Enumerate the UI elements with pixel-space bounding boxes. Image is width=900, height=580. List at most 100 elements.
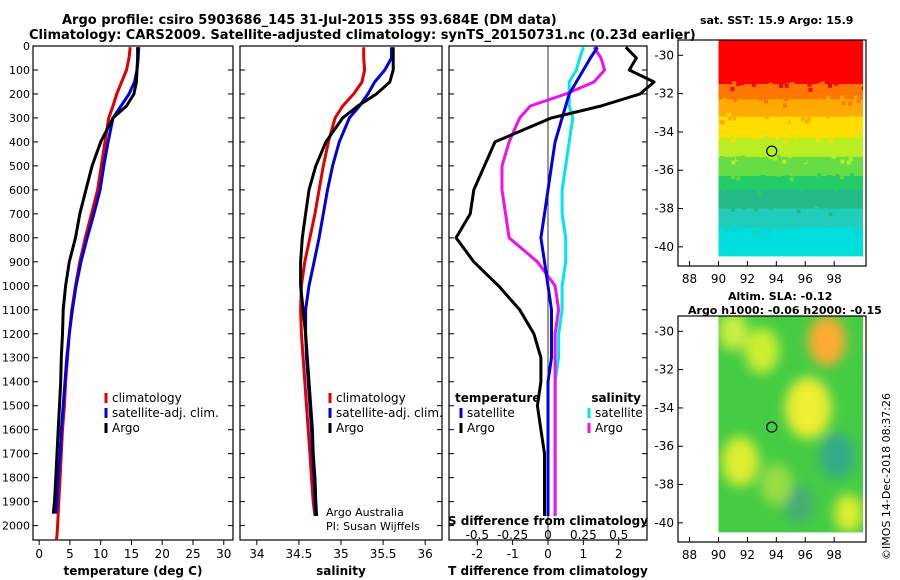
sst-band-5	[718, 156, 864, 177]
sla-map-xtick-label-5: 98	[827, 548, 842, 562]
depth-tick-label-0: 0	[23, 40, 30, 53]
sla-map-field	[718, 316, 864, 533]
depth-tick-label-4: 400	[9, 136, 30, 149]
sla-map-title-line-2: Argo h1000: -0.06 h2000: -0.15	[688, 304, 882, 317]
sst-pixel-37	[730, 87, 735, 92]
sst-pixel-144	[823, 140, 828, 145]
depth-tick-label-12: 1200	[2, 328, 30, 341]
salinity-xlabel: salinity	[316, 564, 366, 578]
sst-pixel-56	[776, 154, 781, 159]
salinity-line-climatology	[299, 47, 367, 517]
temperature-xtick-label-1: 5	[66, 547, 74, 561]
sst-pixel-110	[793, 134, 798, 139]
sst-pixel-85	[800, 210, 805, 215]
sst-pixel-4	[799, 186, 804, 191]
sst-pixel-61	[768, 155, 773, 160]
sst-pixel-127	[828, 212, 833, 217]
sst-pixel-16	[783, 140, 788, 145]
sla-blob-8	[760, 463, 793, 506]
sla-blob-5	[819, 432, 855, 479]
depth-tick-label-14: 1400	[2, 376, 30, 389]
temperature-line-satellite	[54, 47, 141, 514]
sst-pixel-122	[802, 158, 807, 163]
sst-pixel-65	[803, 101, 808, 106]
sla-blob-4	[718, 316, 748, 351]
sst-pixel-116	[720, 120, 725, 125]
sst-pixel-149	[835, 102, 840, 107]
sst-pixel-125	[763, 135, 768, 140]
salinity-xtick-label-0: 34	[249, 547, 264, 561]
sst-pixel-104	[829, 139, 834, 144]
sst-map-xtick-label-1: 90	[711, 272, 726, 286]
sst-pixel-130	[817, 210, 822, 215]
credit-line-1: Argo Australia	[326, 506, 404, 519]
sst-pixel-100	[828, 83, 832, 88]
sst-pixel-128	[799, 139, 804, 144]
sst-pixel-27	[751, 178, 756, 183]
temperature-xtick-label-0: 0	[35, 547, 43, 561]
sst-pixel-7	[815, 138, 820, 143]
sst-pixel-89	[736, 82, 741, 86]
sst-pixel-20	[765, 153, 770, 157]
sst-pixel-67	[832, 228, 837, 233]
difference-top-tick-label-0: -0.5	[466, 528, 489, 542]
sst-pixel-63	[773, 212, 778, 217]
sst-map-ytick-label-3: -36	[654, 163, 674, 177]
sst-map-xtick-label-4: 96	[798, 272, 813, 286]
difference-top-xlabel: S difference from climatology	[448, 514, 648, 528]
sst-pixel-142	[769, 192, 774, 197]
salinity-profile-chart: 34 34.5 35 35.5 36 salinity climatologysatelli…	[239, 45, 443, 578]
header-line-1: Argo profile: csiro 5903686_145 31-Jul-2…	[62, 13, 557, 28]
sst-band-2	[718, 99, 864, 118]
sst-pixel-92	[739, 81, 744, 86]
header-line-2: Climatology: CARS2009. Satellite-adjuste…	[29, 28, 696, 43]
depth-tick-label-15: 1500	[2, 400, 30, 413]
difference-xtick-label-4: 2	[615, 547, 623, 561]
sst-pixel-123	[751, 230, 756, 235]
sst-pixel-93	[733, 98, 738, 102]
sla-map-ytick-label-0: -30	[654, 324, 674, 338]
sst-pixel-84	[840, 95, 845, 100]
sla-blob-layer	[718, 316, 864, 533]
difference-xtick-label-0: -2	[471, 547, 483, 561]
sla-blob-2	[721, 436, 759, 487]
imos-timestamp: ©IMOS 14-Dec-2018 08:37:26	[880, 393, 893, 560]
sst-pixel-99	[747, 210, 752, 215]
temperature-frame	[32, 45, 234, 541]
sst-map-ytick-label-0: -30	[654, 48, 674, 62]
sst-pixel-32	[742, 205, 747, 210]
sst-pixel-29	[840, 159, 845, 164]
sst-pixel-39	[796, 136, 801, 141]
sst-pixel-119	[820, 84, 825, 89]
sst-pixel-143	[849, 178, 854, 182]
sst-pixel-64	[730, 207, 735, 212]
sst-pixel-95	[770, 229, 775, 234]
sst-pixel-15	[781, 226, 786, 231]
temperature-legend-label-2: Argo	[112, 421, 140, 435]
sla-map-ytick-label-4: -38	[654, 478, 674, 492]
salinity-line-argo	[299, 47, 395, 517]
sla-map-xtick-label-2: 92	[740, 548, 755, 562]
sst-pixel-75	[754, 207, 759, 212]
sst-pixel-43	[832, 158, 837, 163]
sst-pixel-77	[796, 209, 801, 214]
sst-pixel-30	[758, 153, 763, 158]
sst-map-xtick-label-0: 88	[682, 272, 697, 286]
sst-map-frame	[677, 39, 867, 267]
salinity-legend-label-0: climatology	[336, 391, 406, 405]
sst-map-ytick-label-1: -32	[654, 87, 674, 101]
sst-pixel-36	[757, 190, 762, 195]
sla-map-xtick-label-3: 94	[769, 548, 784, 562]
sst-pixel-51	[723, 227, 728, 232]
sst-pixel-129	[835, 174, 840, 179]
temperature-xlabel: temperature (deg C)	[64, 564, 203, 578]
sst-pixel-139	[850, 173, 855, 178]
sst-map-xtick-label-2: 92	[740, 272, 755, 286]
sst-pixel-102	[722, 187, 727, 192]
sst-pixel-126	[764, 223, 769, 228]
salinity-legend-label-2: Argo	[336, 421, 364, 435]
temperature-legend-label-0: climatology	[112, 391, 182, 405]
sst-pixel-133	[753, 135, 758, 140]
sst-map-title: sat. SST: 15.9 Argo: 15.9	[700, 14, 854, 27]
